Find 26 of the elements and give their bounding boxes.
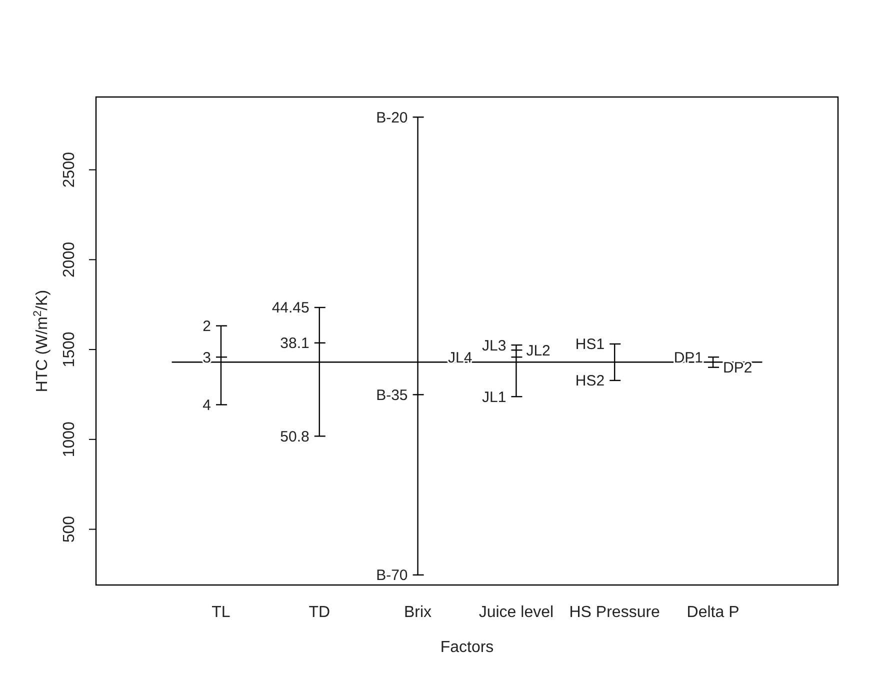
annotation: B-35 <box>376 386 408 404</box>
x-tick-label: HS Pressure <box>569 604 660 621</box>
y-tick-label: 1500 <box>61 332 78 368</box>
annotation: DP2 <box>723 360 752 377</box>
y-tick-label: 1000 <box>61 422 78 458</box>
annotation: 44.45 <box>272 300 310 317</box>
x-tick-label: TL <box>212 604 230 621</box>
x-tick-label: Brix <box>404 604 432 621</box>
y-tick-label: 2000 <box>61 242 78 278</box>
annotation: JL3 <box>482 337 506 354</box>
x-tick-label: Delta P <box>686 604 740 621</box>
annotation: B-70 <box>376 567 408 584</box>
annotation: HS1 <box>575 336 605 354</box>
annotation: HS2 <box>575 372 605 390</box>
x-tick-label: Juice level <box>478 604 554 621</box>
x-axis-title: Factors <box>440 639 494 656</box>
annotation: 4 <box>202 396 211 414</box>
annotation: 50.8 <box>280 428 310 446</box>
annotation: B-20 <box>376 109 408 126</box>
annotation: 38.1 <box>280 335 310 352</box>
annotation: 2 <box>202 318 211 336</box>
x-tick-label: TD <box>308 604 330 621</box>
y-tick-label: 500 <box>61 516 78 543</box>
annotation: JL2 <box>526 342 550 360</box>
annotation: JL1 <box>482 388 506 406</box>
y-tick-label: 2500 <box>61 152 78 188</box>
